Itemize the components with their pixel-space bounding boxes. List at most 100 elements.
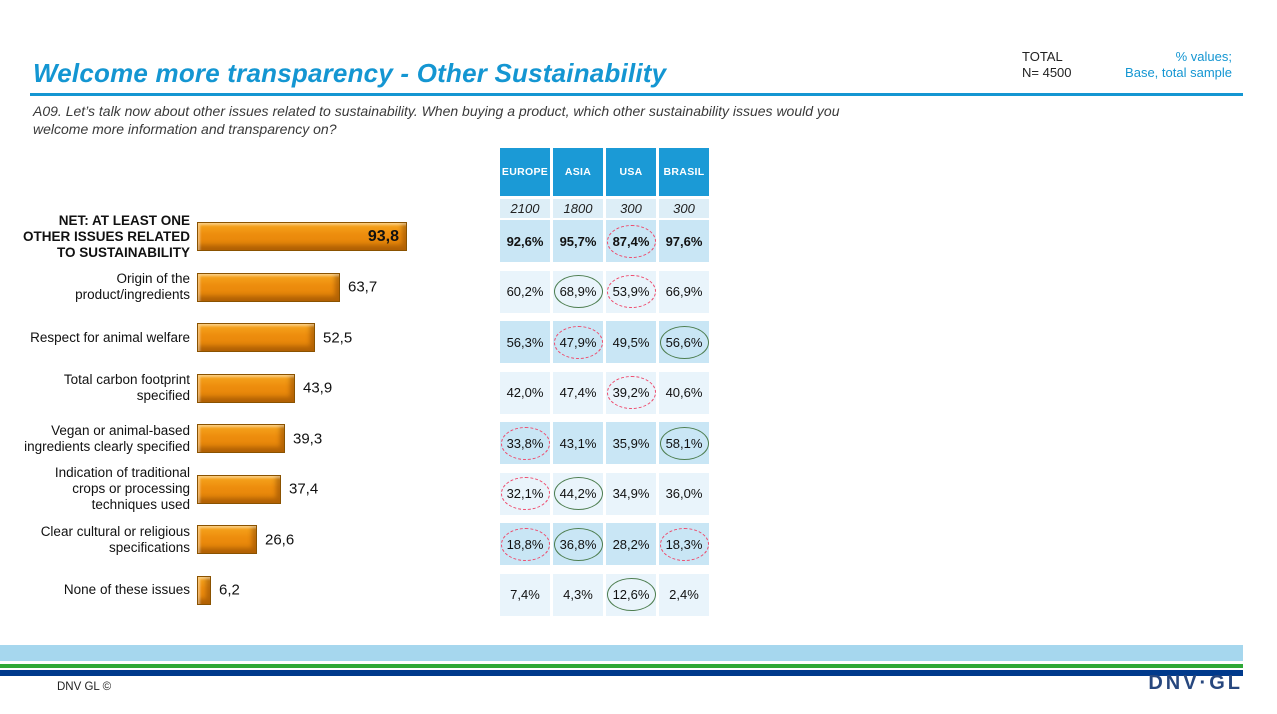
cell-value: 34,9% bbox=[612, 486, 650, 501]
bar-value: 43,9 bbox=[303, 379, 333, 397]
total-n: N= 4500 bbox=[1022, 65, 1072, 80]
table-cell: 60,2% bbox=[500, 270, 550, 313]
base-n-brasil: 300 bbox=[659, 199, 709, 218]
table-cell: 32,1% bbox=[500, 472, 550, 515]
table-cell: 53,9% bbox=[606, 270, 656, 313]
bar-value: 63,7 bbox=[348, 278, 378, 296]
table-cell: 42,0% bbox=[500, 371, 550, 414]
base-note: Base, total sample bbox=[1125, 65, 1232, 80]
dnvgl-logo: DNV·GL bbox=[1148, 672, 1243, 694]
title-underline bbox=[30, 93, 1243, 96]
cell-value: 35,9% bbox=[612, 435, 650, 451]
table-cell: 7,4% bbox=[500, 573, 550, 616]
cell-value: 7,4% bbox=[510, 587, 540, 602]
bar bbox=[197, 424, 285, 453]
table-cell: 35,9% bbox=[606, 422, 656, 464]
bar bbox=[197, 222, 407, 251]
cell-value-circled-green: 12,6% bbox=[606, 578, 656, 611]
cell-value: 43,1% bbox=[559, 435, 597, 451]
cell-value: 60,2% bbox=[506, 284, 544, 299]
table-cell: 49,5% bbox=[606, 321, 656, 363]
table-cell: 39,2% bbox=[606, 371, 656, 414]
base-n-usa: 300 bbox=[606, 199, 656, 218]
table-cell: 43,1% bbox=[553, 422, 603, 464]
cell-value-circled-red: 18,8% bbox=[500, 527, 550, 561]
cell-value-circled-red: 53,9% bbox=[606, 275, 656, 308]
bar-category-label: None of these issues bbox=[63, 582, 190, 597]
cell-value-circled-red: 33,8% bbox=[500, 426, 550, 460]
bar bbox=[197, 323, 315, 352]
column-header-brasil: BRASIL bbox=[659, 148, 709, 196]
cell-value: 40,6% bbox=[665, 385, 703, 400]
cell-value: 47,4% bbox=[559, 385, 597, 400]
table-cell: 95,7% bbox=[553, 220, 603, 262]
question-text: A09. Let’s talk now about other issues r… bbox=[33, 103, 840, 137]
table-cell: 12,6% bbox=[606, 573, 656, 616]
bar bbox=[197, 272, 340, 302]
cell-value-circled-red: 87,4% bbox=[606, 224, 656, 258]
table-cell: 2,4% bbox=[659, 573, 709, 616]
bar-category-label: Vegan or animal-based ingredients clearl… bbox=[24, 422, 190, 454]
values-note: % values; bbox=[1175, 49, 1232, 64]
note-block: % values; Base, total sample bbox=[1082, 49, 1232, 81]
table-cell: 44,2% bbox=[553, 472, 603, 515]
table-cell: 56,6% bbox=[659, 321, 709, 363]
cell-value-circled-green: 44,2% bbox=[553, 477, 603, 510]
bar bbox=[197, 525, 257, 554]
table-cell: 34,9% bbox=[606, 472, 656, 515]
cell-value: 97,6% bbox=[665, 233, 703, 249]
bar-category-label: Clear cultural or religious specificatio… bbox=[40, 523, 190, 555]
column-header-asia: ASIA bbox=[553, 148, 603, 196]
bar-value: 39,3 bbox=[293, 430, 323, 447]
copyright-text: DNV GL © bbox=[57, 681, 112, 693]
table-cell: 33,8% bbox=[500, 422, 550, 464]
bar-value: 6,2 bbox=[219, 581, 240, 599]
cell-value-circled-red: 47,9% bbox=[553, 325, 603, 359]
table-cell: 68,9% bbox=[553, 270, 603, 313]
bar bbox=[197, 474, 281, 504]
table-cell: 47,9% bbox=[553, 321, 603, 363]
table-cell: 18,3% bbox=[659, 523, 709, 565]
cell-value-circled-green: 36,8% bbox=[553, 527, 603, 561]
footer-band-green bbox=[0, 664, 1243, 668]
cell-value: 49,5% bbox=[612, 334, 650, 350]
bar-value: 26,6 bbox=[265, 531, 295, 548]
cell-value: 4,3% bbox=[563, 587, 593, 602]
cell-value: 42,0% bbox=[506, 385, 544, 400]
table-cell: 40,6% bbox=[659, 371, 709, 414]
base-n-europe: 2100 bbox=[500, 199, 550, 218]
base-n-asia: 1800 bbox=[553, 199, 603, 218]
bar-category-label: Respect for animal welfare bbox=[30, 329, 190, 345]
cell-value: 95,7% bbox=[559, 233, 597, 249]
cell-value-circled-green: 58,1% bbox=[659, 426, 709, 460]
cell-value: 92,6% bbox=[506, 233, 544, 249]
cell-value-circled-green: 56,6% bbox=[659, 325, 709, 359]
bar-value: 37,4 bbox=[289, 480, 319, 498]
table-cell: 4,3% bbox=[553, 573, 603, 616]
table-cell: 58,1% bbox=[659, 422, 709, 464]
cell-value: 2,4% bbox=[669, 587, 699, 602]
bar-value: 52,5 bbox=[323, 329, 353, 346]
table-cell: 18,8% bbox=[500, 523, 550, 565]
footer-band-navy bbox=[0, 670, 1243, 676]
bar-category-label: NET: AT LEAST ONE OTHER ISSUES RELATED T… bbox=[22, 212, 190, 260]
bar-category-label: Total carbon footprint specified bbox=[63, 372, 190, 403]
total-block: TOTAL N= 4500 bbox=[1022, 49, 1072, 81]
bar bbox=[197, 575, 211, 605]
table-cell: 66,9% bbox=[659, 270, 709, 313]
table-cell: 36,8% bbox=[553, 523, 603, 565]
table-cell: 56,3% bbox=[500, 321, 550, 363]
cell-value: 66,9% bbox=[665, 284, 703, 299]
footer-band-lightblue bbox=[0, 645, 1243, 661]
table-cell: 36,0% bbox=[659, 472, 709, 515]
table-cell: 28,2% bbox=[606, 523, 656, 565]
cell-value: 28,2% bbox=[612, 536, 650, 552]
table-cell: 97,6% bbox=[659, 220, 709, 262]
table-cell: 87,4% bbox=[606, 220, 656, 262]
bar-category-label: Origin of the product/ingredients bbox=[75, 271, 190, 302]
total-label: TOTAL bbox=[1022, 49, 1063, 64]
cell-value-circled-green: 68,9% bbox=[553, 275, 603, 308]
cell-value-circled-red: 32,1% bbox=[500, 477, 550, 510]
cell-value: 56,3% bbox=[506, 334, 544, 350]
